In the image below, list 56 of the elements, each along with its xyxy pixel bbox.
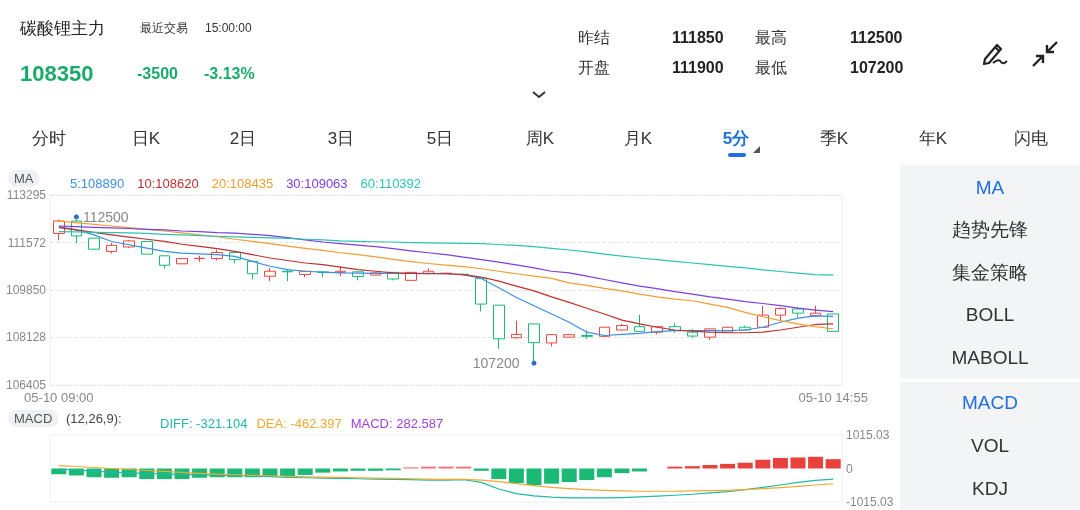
text: 60:110392 <box>360 175 422 191</box>
text: 112500 <box>850 29 903 47</box>
chart-title: MACD <box>14 411 53 426</box>
text: 2日 <box>229 127 257 150</box>
text: MACD <box>962 392 1018 414</box>
text: MABOLL <box>951 347 1029 369</box>
text: 15:00:00 <box>205 21 252 35</box>
text: 5:108890 <box>70 175 125 191</box>
text: 闪电 <box>1014 127 1048 150</box>
y-tick-label: 111572 <box>7 235 47 250</box>
chart-subtitle: (12,26,9): <box>66 411 122 426</box>
text: 5日 <box>426 127 454 150</box>
x-tick-label: 05-10 14:55 <box>798 390 868 405</box>
text: 周K <box>525 127 555 150</box>
text: MA <box>975 177 1005 199</box>
text: 日K <box>131 127 161 150</box>
y-tick-label: 113295 <box>6 188 47 202</box>
y-tick-label: 106405 <box>5 378 47 392</box>
y-tick-label: 108128 <box>5 330 47 345</box>
text: VOL <box>970 435 1010 457</box>
y-tick-label: 1015.03 <box>846 428 890 442</box>
text: KDJ <box>972 478 1008 500</box>
text: 最低 <box>755 57 787 78</box>
text: 107200 <box>850 59 904 77</box>
text: 最近交易 <box>140 19 188 37</box>
text: DEA: -462.397 <box>256 415 342 431</box>
chart-title: MA <box>14 171 34 186</box>
text: 3日 <box>327 127 355 150</box>
text: 碳酸锂主力 <box>20 17 105 40</box>
text: 季K <box>819 127 849 150</box>
text: 月K <box>623 127 653 150</box>
text: 趋势先锋 <box>952 218 1028 242</box>
annotation: 112500 <box>82 208 129 225</box>
text: 20:108435 <box>211 175 274 191</box>
text: 昨结 <box>578 27 610 48</box>
text: 108350 <box>20 61 94 87</box>
text: 分时 <box>32 127 66 150</box>
y-tick-label: 0 <box>846 461 853 476</box>
text: -3.13% <box>204 65 255 83</box>
x-tick-label: 05-10 09:00 <box>24 390 94 405</box>
text: 111900 <box>672 59 724 77</box>
text: 开盘 <box>578 57 610 78</box>
text: 5分 <box>722 127 750 150</box>
annotation: 107200 <box>472 355 520 372</box>
text: 30:109063 <box>286 175 348 191</box>
y-tick-label: -1015.03 <box>846 495 894 509</box>
text: MACD: 282.587 <box>350 415 444 431</box>
text: 最高 <box>755 27 787 48</box>
text: 111850 <box>672 29 724 47</box>
y-tick-label: 109850 <box>5 283 47 297</box>
text: 年K <box>918 127 948 150</box>
text: BOLL <box>965 304 1015 326</box>
text: DIFF: -321.104 <box>160 415 248 431</box>
text: -3500 <box>137 65 178 83</box>
text: 10:108620 <box>137 175 199 191</box>
text: 集金策略 <box>952 261 1028 285</box>
